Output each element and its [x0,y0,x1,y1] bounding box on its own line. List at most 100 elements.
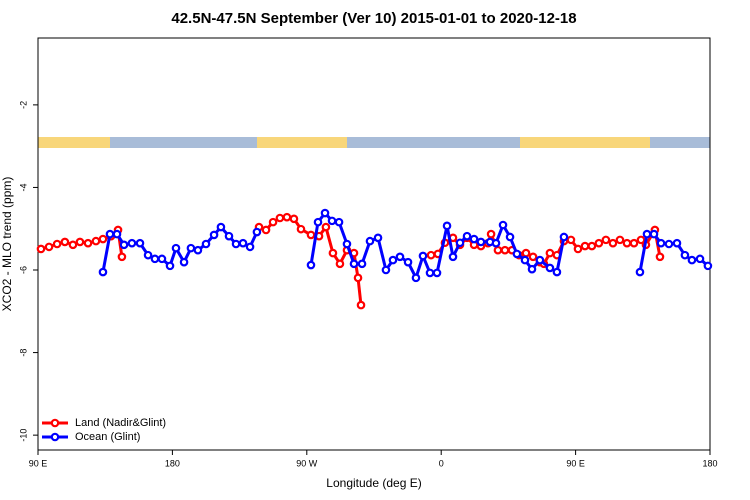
data-point [695,254,705,264]
data-point [411,273,421,283]
data-point [680,250,690,260]
data-point [491,238,501,248]
legend-label: Land (Nadir&Glint) [75,417,166,429]
data-point [388,255,398,265]
data-point [201,239,211,249]
data-point [313,217,323,227]
data-point [365,236,375,246]
data-point [552,267,562,277]
data-point [143,250,153,260]
chart-title: 42.5N-47.5N September (Ver 10) 2015-01-0… [171,10,576,27]
data-point [328,248,338,258]
data-point [83,238,93,248]
data-point [98,267,108,277]
x-axis-label: Longitude (deg E) [326,476,421,490]
data-point [306,230,316,240]
data-point [68,240,78,250]
data-point [98,234,108,244]
data-point [373,233,383,243]
data-point [306,260,316,270]
data-point [448,252,458,262]
data-point [672,238,682,248]
data-point [520,255,530,265]
data-point [703,261,713,271]
land-mask-strip [38,137,710,148]
data-point [566,235,576,245]
data-point [545,248,555,258]
data-point [52,239,62,249]
data-point [157,254,167,264]
y-tick-label: -8 [18,349,28,357]
y-tick-label: -6 [18,266,28,274]
data-point [580,241,590,251]
data-point [342,239,352,249]
data-point [426,250,436,260]
data-point [462,231,472,241]
data-point [268,217,278,227]
data-point [615,235,625,245]
data-point [528,252,538,262]
y-tick-label: -4 [18,183,28,191]
data-point [245,242,255,252]
data-point [636,235,646,245]
data-point [119,240,129,250]
data-point [327,216,337,226]
data-point [186,243,196,253]
data-point [629,238,639,248]
legend-marker [50,432,60,442]
data-point [135,238,145,248]
data-point [573,244,583,254]
data-point [238,238,248,248]
data-point [608,238,618,248]
x-tick-label: 90 E [566,458,585,468]
data-point [112,229,122,239]
data-point [601,235,611,245]
data-point [687,255,697,265]
data-point [500,245,510,255]
data-point [127,238,137,248]
data-point [231,239,241,249]
y-axis-label: XCO2 - MLO trend (ppm) [0,177,14,312]
data-point [498,220,508,230]
data-point [486,229,496,239]
data-point [349,259,359,269]
data-point [535,255,545,265]
x-tick-label: 90 W [296,458,318,468]
data-point [321,222,331,232]
data-point [594,238,604,248]
data-point [193,245,203,255]
x-tick-label: 180 [702,458,717,468]
y-tick-label: -2 [18,101,28,109]
legend-label: Ocean (Glint) [75,431,140,443]
data-point [275,213,285,223]
data-point [403,257,413,267]
data-point [656,238,666,248]
data-point [559,232,569,242]
data-point [165,261,175,271]
data-point [432,268,442,278]
data-point [282,212,292,222]
data-point [353,273,363,283]
ocean-strip [38,137,710,148]
data-point [150,254,160,264]
data-point [527,264,537,274]
data-point [60,237,70,247]
x-tick-label: 0 [439,458,444,468]
data-point [469,234,479,244]
land-strip [520,137,650,148]
x-tick-label: 90 E [29,458,48,468]
data-point [418,251,428,261]
data-point [209,230,219,240]
data-point [357,259,367,269]
data-point [655,252,665,262]
data-point [425,268,435,278]
data-point [493,245,503,255]
data-point [75,237,85,247]
data-point [105,229,115,239]
data-point [44,242,54,252]
data-point [320,208,330,218]
data-point [442,221,452,231]
data-point [622,238,632,248]
data-point [224,231,234,241]
